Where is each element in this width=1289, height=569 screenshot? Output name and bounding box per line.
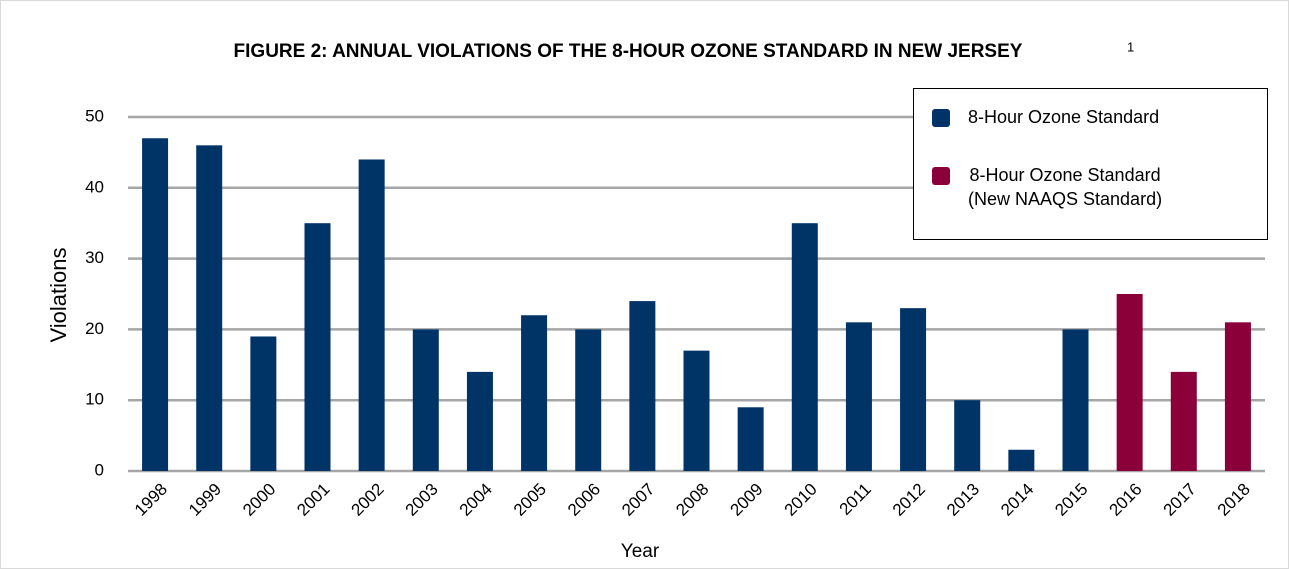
- bar: [412, 329, 439, 471]
- legend-swatch: [932, 109, 950, 127]
- legend-swatch: [932, 167, 950, 185]
- legend-label: 8-Hour Ozone Standard: [968, 107, 1160, 127]
- y-tick-label: 50: [85, 106, 104, 125]
- y-tick-label: 10: [85, 390, 104, 409]
- bar: [954, 400, 981, 471]
- y-axis-label: Violations: [46, 248, 71, 343]
- y-tick-label: 20: [85, 319, 104, 338]
- y-tick-label: 30: [85, 248, 104, 267]
- bar: [791, 223, 818, 471]
- bar: [1008, 449, 1035, 471]
- bar: [575, 329, 602, 471]
- bar: [304, 223, 331, 471]
- bar: [466, 371, 493, 471]
- bar: [845, 322, 872, 471]
- bar: [1224, 322, 1251, 471]
- bar: [250, 336, 277, 471]
- bar: [358, 159, 385, 472]
- y-tick-label: 0: [95, 460, 104, 479]
- bar: [142, 138, 169, 472]
- bar: [900, 308, 927, 471]
- legend-label: 8-Hour Ozone Standard (New NAAQS Standar…: [968, 165, 1163, 209]
- title-note: 1: [1127, 39, 1134, 54]
- y-tick-label: 40: [85, 177, 104, 196]
- bar: [1170, 371, 1197, 471]
- chart-title: FIGURE 2: ANNUAL VIOLATIONS OF THE 8-HOU…: [234, 41, 1023, 62]
- bar: [683, 350, 710, 471]
- legend: 8-Hour Ozone Standard 8-Hour Ozone Standa…: [913, 88, 1268, 240]
- bar: [521, 315, 548, 471]
- bar: [629, 301, 656, 471]
- bar: [196, 145, 223, 471]
- bar: [1116, 294, 1143, 471]
- legend-item: 8-Hour Ozone Standard (New NAAQS Standar…: [932, 165, 1162, 211]
- bar: [737, 407, 764, 471]
- bar: [1062, 329, 1089, 471]
- legend-item: 8-Hour Ozone Standard: [932, 107, 1159, 129]
- x-axis-label: Year: [621, 541, 660, 562]
